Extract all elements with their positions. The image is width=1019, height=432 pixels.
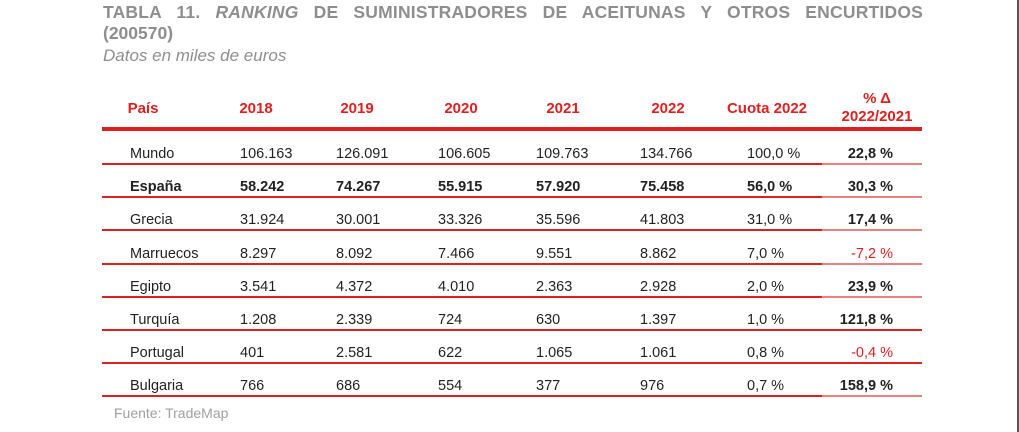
header-2022: 2022	[651, 100, 685, 117]
value-cell-2022: 2.928	[640, 278, 677, 295]
value-cell-2020: 4.010	[438, 278, 475, 295]
variation-cell: -0,4 %	[851, 345, 893, 362]
variation-cell: 121,8 %	[839, 312, 893, 328]
value-cell-2021: 35.596	[536, 212, 581, 229]
page-border	[1017, 0, 1019, 432]
value-cell-2020: 622	[438, 345, 463, 362]
share-cell: 1,0 %	[747, 312, 785, 328]
variation-cell: 17,4 %	[847, 212, 893, 229]
country-cell: Marruecos	[130, 245, 199, 262]
value-cell-2018: 3.541	[240, 278, 277, 295]
country-cell: España	[130, 179, 182, 196]
table-title: TABLA 11. RANKING DE SUMINISTRADORES DE …	[103, 2, 923, 23]
row-divider-variation	[822, 262, 922, 265]
share-cell: 7,0 %	[747, 245, 785, 262]
header-2019: 2019	[340, 100, 374, 117]
header-cuota: Cuota 2022	[726, 100, 808, 117]
value-cell-2018: 31.924	[240, 212, 285, 229]
value-cell-2021: 1.065	[536, 345, 573, 362]
header-2021: 2021	[546, 100, 580, 117]
country-cell: Grecia	[130, 212, 173, 229]
share-cell: 2,0 %	[747, 278, 785, 295]
variation-cell: 30,3 %	[847, 179, 893, 196]
value-cell-2021: 2.363	[536, 278, 573, 295]
row-divider	[102, 163, 822, 165]
value-cell-2018: 1.208	[240, 312, 277, 328]
row-divider	[102, 196, 822, 199]
row-divider	[102, 295, 822, 298]
row-divider	[102, 395, 822, 398]
row-divider	[102, 262, 822, 265]
country-cell: Egipto	[130, 278, 172, 295]
title-prefix: TABLA 11.	[103, 2, 201, 22]
value-cell-2021: 377	[536, 378, 561, 395]
row-divider-variation	[822, 395, 922, 398]
share-cell: 31,0 %	[747, 212, 793, 229]
share-cell: 56,0 %	[747, 179, 793, 196]
variation-cell: -7,2 %	[851, 245, 893, 262]
value-cell-2018: 106.163	[240, 146, 293, 162]
value-cell-2019: 2.581	[336, 345, 373, 362]
value-cell-2020: 7.466	[438, 245, 475, 262]
country-cell: Portugal	[130, 345, 185, 362]
header-variation-line2: 2022/2021	[841, 108, 913, 125]
value-cell-2022: 976	[640, 378, 665, 395]
variation-cell: 23,9 %	[847, 278, 893, 295]
row-divider-variation	[822, 229, 922, 232]
share-cell: 0,7 %	[747, 378, 785, 395]
value-cell-2022: 134.766	[640, 146, 693, 162]
value-cell-2019: 4.372	[336, 278, 373, 295]
title-italic: RANKING	[215, 2, 299, 22]
title-rest: DE SUMINISTRADORES DE ACEITUNAS Y OTROS …	[313, 2, 924, 22]
value-cell-2019: 8.092	[336, 245, 373, 262]
value-cell-2018: 766	[240, 378, 265, 395]
source-note: Fuente: TradeMap	[114, 405, 229, 421]
value-cell-2022: 8.862	[640, 245, 677, 262]
header-2020: 2020	[444, 100, 478, 117]
header-variation-line1: % Δ	[863, 90, 891, 107]
value-cell-2018: 401	[240, 345, 265, 362]
value-cell-2019: 126.091	[336, 146, 389, 162]
row-divider-variation	[822, 329, 922, 331]
value-cell-2022: 41.803	[640, 212, 685, 229]
header-variation: % Δ 2022/2021	[842, 90, 913, 126]
country-cell: Mundo	[130, 146, 175, 162]
header-2018: 2018	[239, 100, 273, 117]
country-cell: Bulgaria	[130, 378, 184, 395]
value-cell-2018: 8.297	[240, 245, 277, 262]
value-cell-2019: 686	[336, 378, 361, 395]
table-subtitle: Datos en miles de euros	[103, 46, 287, 65]
share-cell: 0,8 %	[747, 345, 785, 362]
row-divider-variation	[822, 295, 922, 298]
value-cell-2021: 109.763	[536, 146, 589, 162]
header-divider	[102, 127, 922, 131]
value-cell-2021: 57.920	[536, 179, 581, 196]
value-cell-2019: 30.001	[336, 212, 381, 229]
share-cell: 100,0 %	[747, 146, 801, 162]
value-cell-2020: 55.915	[438, 179, 483, 196]
value-cell-2020: 33.326	[438, 212, 483, 229]
value-cell-2018: 58.242	[240, 179, 285, 196]
value-cell-2020: 106.605	[438, 146, 491, 162]
row-divider-variation	[822, 196, 922, 199]
value-cell-2020: 724	[438, 312, 463, 328]
value-cell-2021: 9.551	[536, 245, 573, 262]
value-cell-2019: 2.339	[336, 312, 373, 328]
row-divider-variation	[822, 362, 922, 365]
value-cell-2021: 630	[536, 312, 561, 328]
value-cell-2022: 1.061	[640, 345, 677, 362]
variation-cell: 22,8 %	[847, 146, 893, 162]
row-divider	[102, 329, 822, 331]
value-cell-2019: 74.267	[336, 179, 381, 196]
value-cell-2020: 554	[438, 378, 463, 395]
row-divider	[102, 229, 822, 232]
header-pais: País	[127, 100, 159, 117]
variation-cell: 158,9 %	[839, 378, 893, 395]
title-code: (200570)	[103, 23, 174, 43]
row-divider-variation	[822, 163, 922, 165]
row-divider	[102, 362, 822, 365]
value-cell-2022: 1.397	[640, 312, 677, 328]
value-cell-2022: 75.458	[640, 179, 685, 196]
country-cell: Turquía	[130, 312, 180, 328]
